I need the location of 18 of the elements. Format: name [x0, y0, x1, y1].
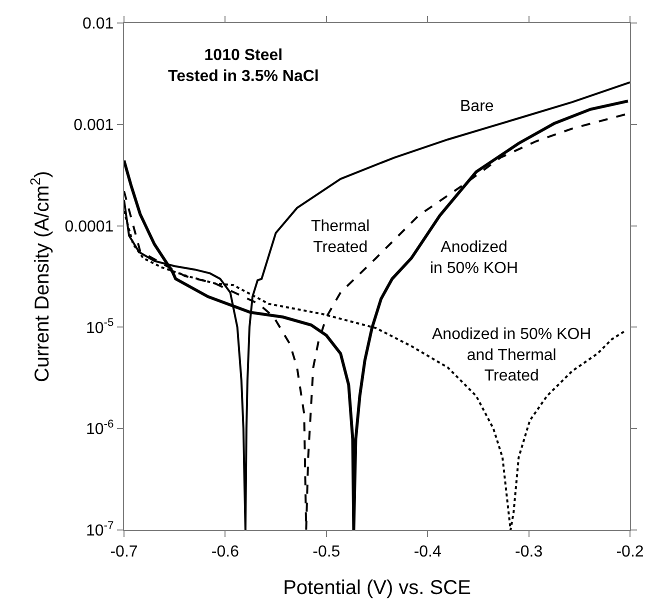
x-tick-label: -0.3 — [515, 543, 543, 560]
y-tick-label: 10$^{-5}$ — [86, 317, 114, 337]
text: 1010 Steel Tested in 3.5% NaCl — [168, 47, 319, 85]
x-tick-label: -0.7 — [110, 543, 138, 560]
series-label: Thermal Treated — [311, 218, 370, 256]
y-tick-label: 10$^{-7}$ — [86, 520, 114, 540]
series-label: Bare — [460, 98, 494, 115]
y-tick-label: 0.01 — [82, 16, 114, 33]
y-tick-label: 0.0001 — [64, 218, 114, 236]
x-tick-label: -0.6 — [211, 543, 240, 560]
series-label: Anodized in 50% KOH — [430, 239, 518, 277]
x-axis-title: Potential (V) vs. SCE — [283, 576, 471, 599]
y-tick-label: 0.001 — [74, 117, 114, 134]
x-tick-label: -0.4 — [414, 543, 442, 560]
series-label: Anodized in 50% KOH and Thermal Treated — [432, 326, 592, 385]
x-tick-label: -0.5 — [312, 543, 340, 560]
x-tick-label: -0.2 — [616, 543, 644, 560]
y-tick-label: 10$^{-6}$ — [86, 418, 114, 438]
